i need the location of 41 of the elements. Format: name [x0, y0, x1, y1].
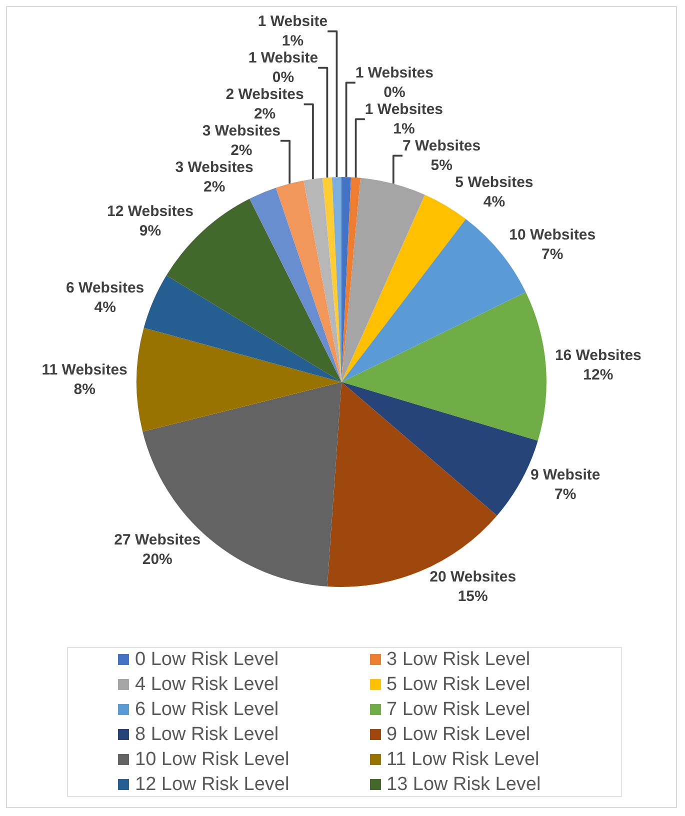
pie-slice	[249, 188, 342, 382]
legend-label: 6 Low Risk Level	[135, 698, 279, 722]
data-label: 5 Websites 4%	[455, 174, 534, 210]
data-label: 16 Websites 12%	[554, 346, 642, 384]
pie-slice	[276, 180, 342, 382]
legend-label: 7 Low Risk Level	[386, 698, 530, 722]
pie-slice	[304, 178, 342, 382]
data-label: 20 Websites 15%	[430, 568, 516, 605]
data-label: 6 Websites 4%	[66, 280, 144, 316]
legend-label: 5 Low Risk Level	[386, 673, 530, 697]
data-label: 10 Websites 7%	[509, 226, 596, 263]
legend-label: 11 Low Risk Level	[386, 748, 540, 772]
data-label: 1 Websites 1%	[364, 100, 444, 138]
legend-label: 12 Low Risk Level	[135, 773, 290, 797]
pie-slice	[342, 194, 466, 382]
pie-slice	[342, 292, 546, 441]
legend-label: 13 Low Risk Level	[386, 773, 541, 797]
legend-label: 10 Low Risk Level	[135, 748, 290, 772]
data-label: 1 Website 0%	[248, 50, 318, 86]
pie-slice	[136, 328, 342, 432]
legend-label: 3 Low Risk Level	[386, 648, 530, 672]
legend-label: 9 Low Risk Level	[386, 723, 530, 747]
data-label: 2 Websites 2%	[226, 86, 304, 123]
data-label: 7 Websites 5%	[402, 137, 481, 174]
pie-slice	[342, 177, 361, 382]
legend-label: 0 Low Risk Level	[135, 648, 279, 672]
pie-slice	[322, 177, 342, 382]
data-label: 1 Websites 0%	[355, 64, 434, 101]
data-label: 27 Websites 20%	[114, 532, 201, 568]
data-label: 1 Website 1%	[258, 13, 328, 50]
data-label: 12 Websites 9%	[107, 203, 194, 240]
pie-slice	[342, 382, 538, 516]
data-label: 11 Websites 8%	[42, 361, 128, 398]
data-label: 3 Websites 2%	[202, 122, 280, 160]
legend-label: 8 Low Risk Level	[135, 723, 279, 747]
data-label: 3 Websites 2%	[175, 159, 254, 196]
data-label: 9 Website 7%	[530, 466, 600, 503]
pie-slice	[342, 219, 526, 382]
pie-slice	[144, 275, 342, 382]
legend-label: 4 Low Risk Level	[135, 673, 279, 697]
pie-slice	[342, 178, 425, 382]
